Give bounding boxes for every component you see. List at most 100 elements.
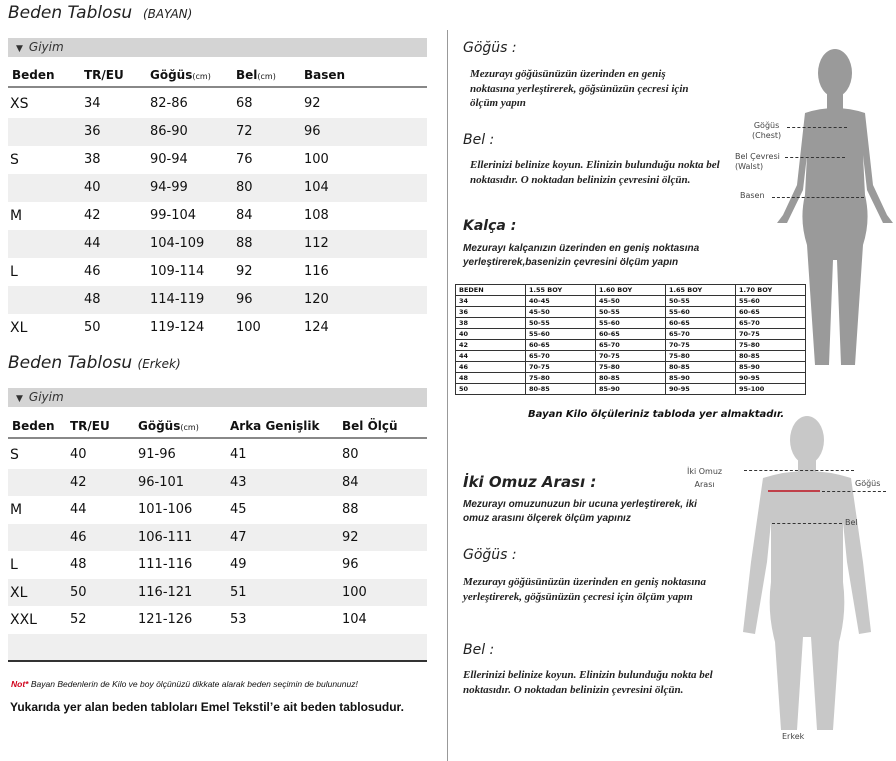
guide-title: Göğüs :	[463, 40, 517, 56]
table-row: XL 50 119-124 100 124	[8, 314, 427, 342]
table-cell: 100	[304, 152, 329, 167]
table-row: 40 94-99 80 104	[8, 174, 427, 202]
kilo-cell: 60-65	[665, 317, 736, 329]
table-cell: XXL	[10, 612, 37, 628]
guide-title: Bel :	[463, 132, 495, 148]
table-row: 48 114-119 96 120	[8, 286, 427, 314]
table-cell: 38	[84, 152, 101, 167]
table-row: 44 104-109 88 112	[8, 230, 427, 258]
table-cell: 96	[236, 292, 253, 307]
kilo-cell: 40	[455, 328, 526, 340]
kilo-cell: 80-85	[525, 383, 596, 395]
men-section-toggle[interactable]: ▼ Giyim	[8, 388, 427, 407]
table-cell: 47	[230, 529, 247, 545]
column-header: Göğüs(cm)	[138, 419, 199, 433]
table-row: XL 50 116-121 51 100	[8, 578, 427, 606]
women-figure	[777, 49, 893, 365]
table-cell: 82-86	[150, 96, 188, 111]
women-table-header: Beden TR/EU Göğüs(cm) Bel(cm) Basen	[8, 62, 427, 88]
table-cell: 92	[236, 264, 253, 279]
kilo-cell: 34	[455, 295, 526, 307]
table-cell: 96	[342, 557, 359, 572]
women-section-toggle[interactable]: ▼ Giyim	[8, 38, 427, 57]
table-cell: S	[10, 152, 19, 168]
table-row: 36 86-90 72 96	[8, 118, 427, 146]
table-cell: 48	[70, 557, 87, 572]
table-cell: 46	[84, 264, 101, 279]
guide-text: Mezurayı omuzunuzun bir ucuna yerleştire…	[463, 499, 697, 524]
table-cell: 36	[84, 124, 101, 139]
table-cell: 50	[70, 584, 87, 600]
caret-down-icon: ▼	[16, 394, 23, 404]
kilo-cell: 70-75	[525, 361, 596, 373]
table-row: M 44 101-106 45 88	[8, 496, 427, 524]
table-cell: 42	[70, 474, 87, 490]
waist-label: Bel Çevresi (Walst)	[735, 152, 780, 171]
kilo-cell: 75-80	[595, 361, 666, 373]
table-cell: 104-109	[150, 236, 205, 251]
table-cell: 53	[230, 612, 247, 627]
kilo-cell: 60-65	[595, 328, 666, 340]
kilo-table: BEDEN 1.55 BOY 1.60 BOY 1.65 BOY 1.70 BOY 34 4…	[455, 284, 806, 395]
kilo-cell: 75-80	[525, 372, 596, 384]
table-cell: 101-106	[138, 502, 193, 517]
table-cell: 49	[230, 557, 247, 572]
table-cell: M	[10, 502, 23, 518]
table-cell: 92	[304, 96, 321, 111]
table-cell: L	[10, 264, 18, 280]
table-row: S 38 90-94 76 100	[8, 146, 427, 174]
column-header: Beden	[12, 68, 55, 82]
kilo-cell: 44	[455, 350, 526, 362]
table-cell: 88	[236, 236, 253, 251]
table-cell: 96-101	[138, 474, 185, 490]
kilo-cell: 70-75	[665, 339, 736, 351]
table-cell: 45	[230, 502, 247, 517]
table-row: XS 34 82-86 68 92	[8, 90, 427, 118]
column-header: Göğüs(cm)	[150, 68, 211, 82]
column-header: Bel(cm)	[236, 68, 276, 82]
guide-text: Mezurayı kalçanızın üzerinden en geniş n…	[463, 243, 700, 268]
table-cell: 40	[84, 180, 101, 195]
table-cell: 76	[236, 152, 253, 167]
kilo-row: 38 50-55 55-60 60-65 65-70	[455, 317, 806, 329]
table-cell: 121-126	[138, 612, 193, 627]
kilo-cell: 50-55	[525, 317, 596, 329]
men-title: Beden Tablosu (Erkek)	[8, 353, 181, 373]
hip-label: Basen	[740, 191, 765, 200]
table-cell: 42	[84, 208, 101, 223]
kilo-header: 1.55 BOY	[525, 284, 596, 296]
kilo-row: 40 55-60 60-65 65-70 70-75	[455, 328, 806, 340]
table-cell: 124	[304, 320, 329, 335]
table-row-empty	[8, 633, 427, 662]
table-cell: 80	[342, 447, 359, 462]
guide-text: Ellerinizi belinize koyun. Elinizin bulu…	[463, 669, 713, 696]
table-row: S 40 91-96 41 80	[8, 441, 427, 469]
table-cell: 90-94	[150, 152, 188, 167]
column-header: TR/EU	[84, 68, 124, 82]
table-cell: 88	[342, 502, 359, 517]
shoulder-line	[744, 470, 854, 471]
table-cell: 84	[236, 208, 253, 223]
men-figure	[743, 416, 871, 730]
kilo-cell: 65-70	[665, 328, 736, 340]
kilo-cell: 80-85	[665, 361, 736, 373]
table-cell: 86-90	[150, 124, 188, 139]
kilo-cell: 65-70	[525, 350, 596, 362]
kilo-cell: 60-65	[525, 339, 596, 351]
kilo-cell: 45-50	[595, 295, 666, 307]
table-cell: 119-124	[150, 320, 205, 335]
hip-line	[772, 197, 864, 198]
table-cell: 92	[342, 529, 359, 545]
chest-label-men: Göğüs	[855, 479, 881, 488]
table-row: 46 106-111 47 92	[8, 523, 427, 551]
chest-tape	[768, 490, 820, 492]
column-header: Basen	[304, 68, 346, 82]
waist-line	[785, 157, 845, 158]
table-cell: 34	[84, 96, 101, 111]
table-cell: 100	[342, 584, 367, 600]
kilo-cell: 55-60	[595, 317, 666, 329]
table-cell: 120	[304, 292, 329, 307]
men-caption: Erkek	[782, 732, 805, 741]
table-cell: 99-104	[150, 208, 197, 223]
footer-text: Yukarıda yer alan beden tabloları Emel T…	[10, 700, 404, 714]
